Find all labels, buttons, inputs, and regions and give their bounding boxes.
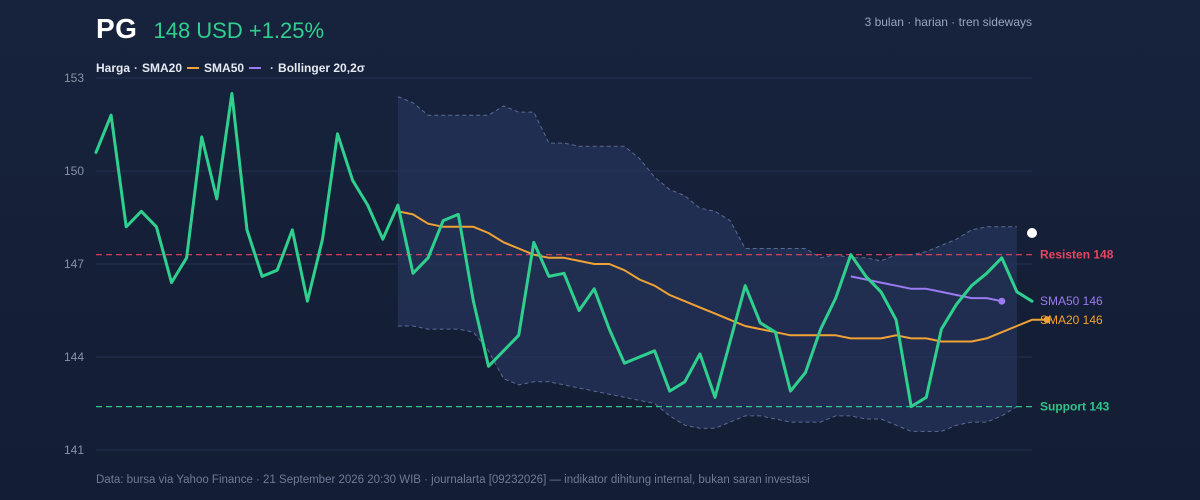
y-tick-label: 147	[64, 257, 84, 271]
sma20-end-marker	[1043, 316, 1051, 324]
bollinger-lower-line	[397, 325, 1018, 432]
sma50-line	[850, 275, 1003, 303]
legend-bollinger: Bollinger 20,2σ	[278, 61, 365, 75]
ticker-symbol: PG	[96, 13, 138, 44]
legend-price: Harga	[96, 61, 131, 75]
legend-sma20: SMA20	[142, 61, 183, 75]
legend-separator: ·	[270, 61, 275, 75]
bollinger-band-area	[397, 96, 1017, 432]
title-row: PG 148 USD +1.25%	[96, 13, 324, 45]
support-label: Support 143	[1040, 400, 1110, 414]
price-line	[94, 92, 1034, 409]
legend-separator: ·	[134, 61, 139, 75]
y-tick-label: 153	[64, 71, 84, 85]
legend: Harga · SMA20 SMA50 · Bollinger 20,2σ	[96, 61, 365, 75]
y-tick-label: 150	[64, 164, 84, 178]
y-tick-label: 141	[64, 443, 84, 457]
footer-note: Data: bursa via Yahoo Finance · 21 Septe…	[96, 474, 810, 486]
sma50-end-label: SMA50 146	[1040, 294, 1103, 308]
sma50-end-marker	[998, 297, 1006, 305]
legend-sma50: SMA50	[204, 61, 245, 75]
y-tick-label: 144	[64, 350, 84, 364]
period-info: 3 bulan · harian · tren sideways	[864, 15, 1032, 29]
legend-sma50-swatch	[249, 67, 262, 69]
price-change: 148 USD +1.25%	[153, 18, 325, 43]
sma20-end-label: SMA20 146	[1040, 313, 1103, 327]
last-price-marker	[1027, 228, 1037, 238]
legend-sma20-swatch	[187, 67, 200, 69]
resisten-label: Resisten 148	[1040, 248, 1114, 262]
